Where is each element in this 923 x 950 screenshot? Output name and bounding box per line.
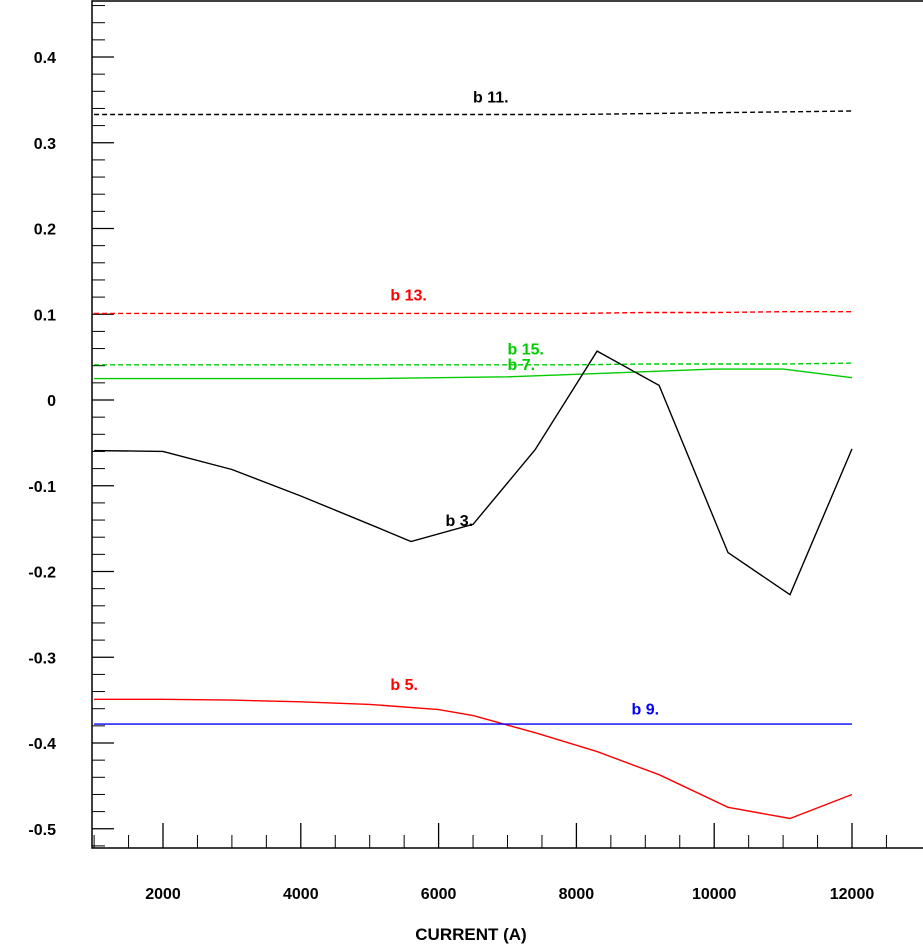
series-label: b 5. bbox=[390, 677, 418, 694]
series-label: b 13. bbox=[390, 288, 426, 305]
x-axis-title: CURRENT (A) bbox=[415, 925, 526, 944]
x-tick-label: 8000 bbox=[559, 886, 595, 903]
y-tick-label: 0 bbox=[47, 393, 56, 410]
y-tick-label: 0.4 bbox=[34, 50, 56, 67]
series-label: b 7. bbox=[508, 357, 536, 374]
y-tick-label: -0.3 bbox=[28, 650, 56, 667]
x-tick-label: 12000 bbox=[830, 886, 875, 903]
x-tick-label: 4000 bbox=[283, 886, 319, 903]
series-line-b-3 bbox=[94, 350, 853, 596]
x-tick-label: 6000 bbox=[421, 886, 457, 903]
y-tick-label: -0.2 bbox=[28, 565, 56, 582]
minor-ticks bbox=[92, 5, 887, 848]
y-tick-label: 0.2 bbox=[34, 222, 56, 239]
x-tick-label: 10000 bbox=[692, 886, 737, 903]
y-tick-label: -0.4 bbox=[28, 736, 56, 753]
x-tick-label: 2000 bbox=[145, 886, 181, 903]
series-label: b 15. bbox=[508, 342, 544, 359]
plot-frame bbox=[91, 0, 923, 849]
y-tick-label: 0.1 bbox=[34, 307, 56, 324]
major-ticks bbox=[92, 56, 853, 848]
y-tick-labels: 0.4 0.3 0.2 0.1 0 -0.1 -0.2 -0.3 -0.4 -0.5 bbox=[28, 50, 56, 839]
y-tick-label: -0.5 bbox=[28, 822, 56, 839]
series-line-b-5 bbox=[94, 698, 853, 820]
y-tick-label: 0.3 bbox=[34, 136, 56, 153]
series-line-b-13 bbox=[94, 311, 852, 315]
series-label: b 11. bbox=[473, 89, 509, 106]
y-tick-label: -0.1 bbox=[28, 479, 56, 496]
series-label: b 9. bbox=[632, 702, 660, 719]
series-lines bbox=[94, 110, 853, 820]
series-labels: b 11. b 13. b 15.b 7. b 3. b 5. b 9. bbox=[390, 89, 659, 718]
series-line-b-7 bbox=[94, 368, 853, 380]
series-line-b-15 bbox=[94, 362, 853, 366]
x-tick-labels: 2000 4000 6000 8000 10000 12000 bbox=[145, 886, 874, 903]
series-label: b 3. bbox=[445, 513, 473, 530]
series-line-b-11 bbox=[94, 110, 853, 116]
